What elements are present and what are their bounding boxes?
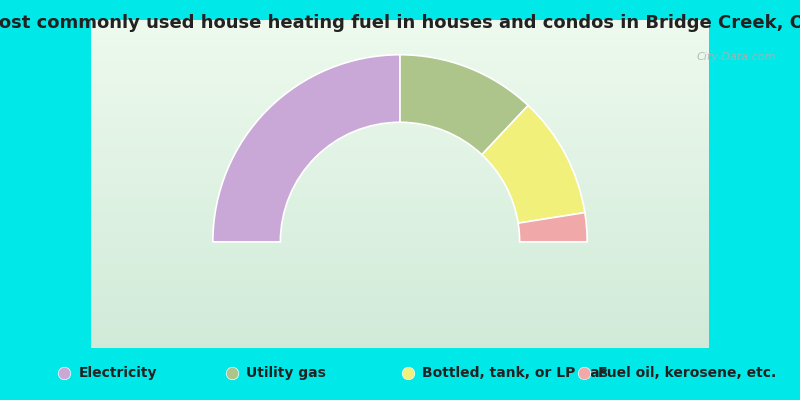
Wedge shape [482, 106, 585, 223]
Wedge shape [518, 213, 587, 242]
Text: Utility gas: Utility gas [246, 366, 326, 380]
Text: Fuel oil, kerosene, etc.: Fuel oil, kerosene, etc. [598, 366, 777, 380]
Wedge shape [213, 55, 400, 242]
Wedge shape [400, 55, 528, 155]
Text: City-Data.com: City-Data.com [697, 52, 776, 62]
Text: Bottled, tank, or LP gas: Bottled, tank, or LP gas [422, 366, 608, 380]
Text: Most commonly used house heating fuel in houses and condos in Bridge Creek, OK: Most commonly used house heating fuel in… [0, 14, 800, 32]
Text: Electricity: Electricity [78, 366, 157, 380]
